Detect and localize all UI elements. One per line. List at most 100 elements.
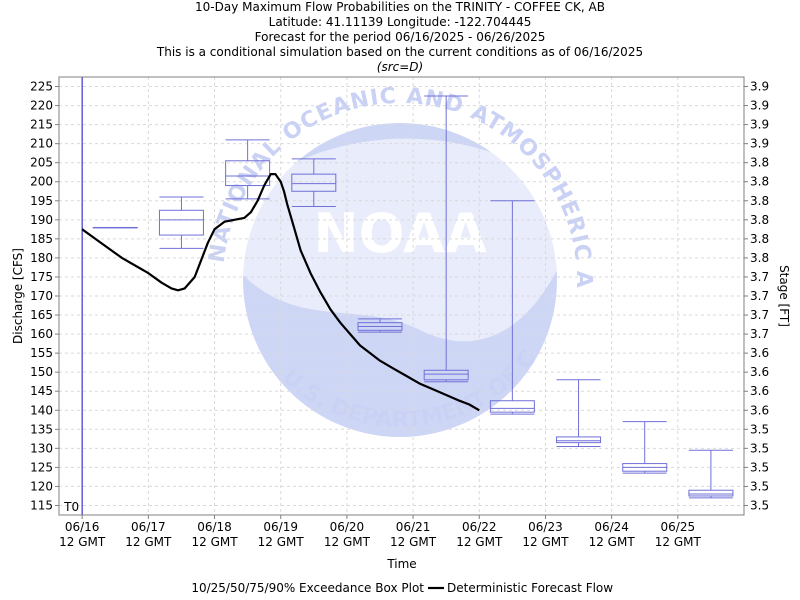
y-axis-title: Discharge [CFS] xyxy=(11,248,25,344)
x-tick-time: 12 GMT xyxy=(324,535,371,549)
y-tick-label: 175 xyxy=(30,270,53,284)
y2-tick-label: 3.9 xyxy=(750,80,769,94)
y-tick-label: 155 xyxy=(30,346,53,360)
x-tick-time: 12 GMT xyxy=(59,535,106,549)
y2-tick-label: 3.6 xyxy=(750,403,769,417)
y-tick-label: 220 xyxy=(30,99,53,113)
y2-tick-label: 3.7 xyxy=(750,289,769,303)
y-tick-label: 165 xyxy=(30,308,53,322)
y2-tick-label: 3.8 xyxy=(750,213,769,227)
x-tick-time: 12 GMT xyxy=(390,535,437,549)
y2-tick-label: 3.5 xyxy=(750,498,769,512)
x-tick-date: 06/16 xyxy=(65,520,100,534)
y2-tick-label: 3.9 xyxy=(750,99,769,113)
y-tick-label: 130 xyxy=(30,441,53,455)
y2-tick-label: 3.5 xyxy=(750,479,769,493)
y-tick-label: 185 xyxy=(30,232,53,246)
box-plot xyxy=(556,379,602,447)
x-tick-date: 06/17 xyxy=(131,520,166,534)
box-iqr xyxy=(158,209,204,236)
y2-tick-label: 3.5 xyxy=(750,460,769,474)
t0-label: T0 xyxy=(63,500,79,514)
box-plot xyxy=(92,226,138,229)
box-plot xyxy=(225,139,271,200)
box-iqr xyxy=(291,173,337,192)
chart-note: This is a conditional simulation based o… xyxy=(156,45,644,59)
x-tick-time: 12 GMT xyxy=(655,535,702,549)
box-plot xyxy=(291,158,337,207)
y2-tick-label: 3.7 xyxy=(750,327,769,341)
y2-tick-label: 3.8 xyxy=(750,194,769,208)
x-tick-time: 12 GMT xyxy=(589,535,636,549)
y-tick-label: 195 xyxy=(30,194,53,208)
y-tick-label: 135 xyxy=(30,422,53,436)
x-tick-date: 06/21 xyxy=(396,520,431,534)
y2-tick-label: 3.9 xyxy=(750,118,769,132)
chart-title: 10-Day Maximum Flow Probabilities on the… xyxy=(195,0,605,14)
box-plot xyxy=(158,196,204,249)
box-plot xyxy=(357,318,403,333)
y-tick-label: 215 xyxy=(30,118,53,132)
y2-axis-title: Stage [FT] xyxy=(777,265,791,327)
x-axis-title: Time xyxy=(386,557,416,571)
chart-source: (src=D) xyxy=(376,60,424,74)
y2-tick-label: 3.8 xyxy=(750,232,769,246)
y-tick-label: 200 xyxy=(30,175,53,189)
y-tick-label: 125 xyxy=(30,460,53,474)
legend-line-label: Deterministic Forecast Flow xyxy=(447,581,613,595)
y-tick-label: 145 xyxy=(30,384,53,398)
box-iqr xyxy=(556,436,602,444)
box-plot xyxy=(622,421,668,474)
chart-header: 10-Day Maximum Flow Probabilities on the… xyxy=(0,0,800,75)
deterministic-flow-line xyxy=(81,173,480,412)
x-tick-time: 12 GMT xyxy=(125,535,172,549)
y2-tick-label: 3.5 xyxy=(750,422,769,436)
y-tick-label: 190 xyxy=(30,213,53,227)
box-iqr xyxy=(688,489,734,497)
legend-box-label: 10/25/50/75/90% Exceedance Box Plot xyxy=(191,581,424,595)
y-tick-label: 115 xyxy=(30,498,53,512)
box-iqr xyxy=(225,160,271,187)
watermark-logo-text: NOAA xyxy=(313,202,486,265)
y-tick-label: 225 xyxy=(30,80,53,94)
x-tick-date: 06/23 xyxy=(528,520,563,534)
x-tick-time: 12 GMT xyxy=(522,535,569,549)
y2-tick-label: 3.6 xyxy=(750,346,769,360)
y-tick-label: 140 xyxy=(30,403,53,417)
box-plot xyxy=(423,95,469,383)
x-tick-time: 12 GMT xyxy=(456,535,503,549)
y2-tick-label: 3.7 xyxy=(750,308,769,322)
y2-tick-label: 3.9 xyxy=(750,137,769,151)
chart-period: Forecast for the period 06/16/2025 - 06/… xyxy=(254,30,546,44)
x-tick-date: 06/25 xyxy=(661,520,696,534)
legend: 10/25/50/75/90% Exceedance Box Plot Deter… xyxy=(191,581,613,595)
x-tick-time: 12 GMT xyxy=(191,535,238,549)
box-plot xyxy=(489,200,535,415)
watermark-bird xyxy=(243,138,557,342)
box-iqr xyxy=(423,369,469,381)
y-tick-label: 205 xyxy=(30,156,53,170)
y-tick-label: 150 xyxy=(30,365,53,379)
y2-tick-label: 3.8 xyxy=(750,156,769,170)
chart-location: Latitude: 41.11139 Longitude: -122.70444… xyxy=(268,15,532,29)
y2-tick-label: 3.6 xyxy=(750,365,769,379)
box-iqr xyxy=(489,400,535,413)
x-tick-date: 06/24 xyxy=(594,520,629,534)
y2-tick-label: 3.8 xyxy=(750,175,769,189)
x-tick-time: 12 GMT xyxy=(258,535,305,549)
y-tick-label: 180 xyxy=(30,251,53,265)
y-tick-label: 210 xyxy=(30,137,53,151)
y2-tick-label: 3.7 xyxy=(750,270,769,284)
y-tick-label: 120 xyxy=(30,479,53,493)
y2-tick-label: 3.5 xyxy=(750,441,769,455)
x-tick-date: 06/20 xyxy=(330,520,365,534)
y2-tick-label: 3.8 xyxy=(750,251,769,265)
x-tick-date: 06/18 xyxy=(197,520,232,534)
x-tick-date: 06/22 xyxy=(462,520,497,534)
box-plot xyxy=(688,449,734,499)
y-tick-label: 160 xyxy=(30,327,53,341)
y2-tick-label: 3.6 xyxy=(750,384,769,398)
x-tick-date: 06/19 xyxy=(263,520,298,534)
